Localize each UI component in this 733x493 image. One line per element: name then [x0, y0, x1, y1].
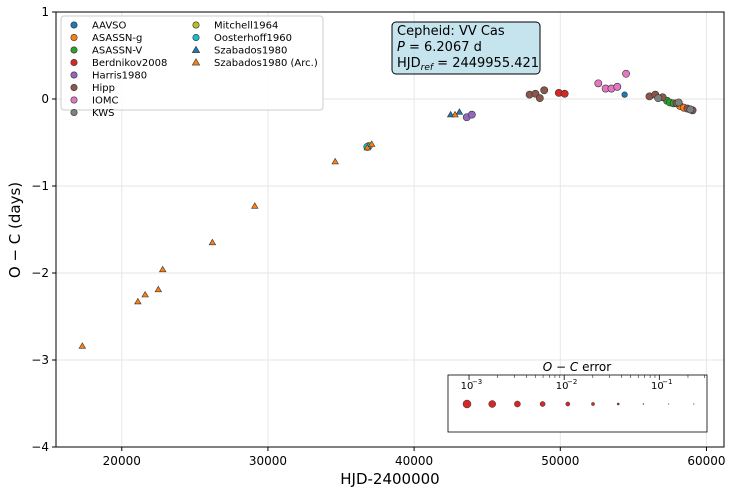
info-box-frame: [391, 21, 541, 75]
info-star-name: Cepheid: VV Cas: [397, 24, 505, 39]
point-szabados1980-arc: [251, 202, 259, 209]
y-axis-title: O − C (days): [6, 182, 24, 278]
error-legend-title: O − C error: [543, 360, 611, 374]
point-iomc: [594, 79, 603, 88]
info-ref-symbol: HJD: [397, 56, 421, 71]
point-iomc: [613, 82, 622, 91]
info-period-symbol: P: [397, 40, 405, 55]
legend-label-asassn-g: ASASSN-g: [92, 33, 142, 44]
info-ref-value: = 2449955.421: [433, 56, 539, 71]
y-tick-label: 1: [41, 5, 49, 19]
y-tick-label: 0: [41, 92, 49, 106]
error-axis-tick-exponent: −2: [567, 378, 577, 386]
info-period: P = 6.2067 d: [397, 40, 482, 55]
legend-marker-aavso: [70, 21, 78, 29]
error-sample-marker: [616, 402, 620, 406]
legend-label-mitchell1964: Mitchell1964: [214, 21, 278, 32]
legend-label-iomc: IOMC: [92, 96, 118, 107]
error-axis-tick-exponent: −1: [662, 378, 672, 386]
point-szabados1980-arc: [363, 143, 372, 151]
legend-label-szabados1980-arc: Szabados1980 (Arc.): [214, 58, 318, 69]
error-sample-marker: [642, 403, 645, 405]
error-sample-marker: [591, 402, 595, 406]
legend-label-aavso: AAVSO: [92, 21, 127, 32]
legend-marker-iomc: [70, 96, 78, 104]
point-szabados1980-arc: [134, 297, 142, 305]
legend-marker-kws: [70, 109, 78, 117]
legend-label-harris1980: Harris1980: [92, 71, 147, 82]
error-legend: O − C error 10−3 10−2 10−1: [447, 360, 708, 433]
point-hipp: [535, 94, 544, 103]
legend-label-asassn-v: ASASSN-V: [92, 46, 142, 57]
x-tick-label: 50000: [541, 454, 579, 468]
error-sample-marker: [539, 401, 546, 407]
x-axis-title: HJD-2400000: [340, 470, 439, 488]
error-axis-tick-label: 10: [556, 381, 569, 392]
x-tick-label: 30000: [249, 454, 287, 468]
legend-marker-oosterhoff1960: [192, 33, 200, 41]
point-szabados1980-arc: [158, 265, 167, 273]
point-szabados1980: [446, 110, 455, 118]
info-reference-epoch: HJDref = 2449955.421: [397, 56, 539, 73]
point-hipp: [540, 86, 549, 95]
point-kws: [674, 98, 683, 107]
legend-label-oosterhoff1960: Oosterhoff1960: [214, 33, 292, 44]
point-szabados1980-arc: [331, 157, 339, 165]
plot-frame: [55, 11, 725, 448]
point-iomc: [622, 69, 630, 78]
y-tick-label: −4: [31, 440, 49, 454]
point-szabados1980-arc: [154, 285, 163, 293]
legend-label-szabados1980: Szabados1980: [214, 46, 287, 57]
legend-marker-asassn-g: [70, 33, 78, 41]
error-legend-title-symbol: O − C: [543, 360, 579, 374]
error-sample-marker: [565, 401, 571, 407]
point-szabados1980-arc: [141, 290, 149, 298]
point-harris1980: [467, 110, 476, 119]
point-kws: [686, 105, 695, 114]
point-szabados1980-arc: [451, 110, 459, 118]
info-ref-subscript: ref: [421, 63, 435, 73]
error-axis-tick-label: 10: [461, 381, 474, 392]
legend-frame: [60, 15, 324, 111]
point-szabados1980-arc: [78, 342, 87, 349]
legend-label-kws: KWS: [92, 108, 114, 119]
info-period-value: = 6.2067 d: [405, 40, 482, 55]
point-berdnikov2008: [560, 89, 569, 98]
legend-marker-szabados1980: [191, 45, 201, 53]
x-tick-label: 20000: [103, 454, 141, 468]
point-szabados1980: [455, 108, 464, 115]
error-axis-tick-label: 10: [651, 381, 664, 392]
error-sample-marker: [693, 403, 695, 405]
legend-label-hipp: Hipp: [92, 83, 115, 94]
legend-marker-hipp: [70, 84, 78, 92]
legend-marker-mitchell1964: [192, 21, 200, 29]
y-tick-label: −1: [31, 179, 49, 193]
x-tick-label: 40000: [395, 454, 433, 468]
data-points: [78, 69, 697, 349]
legend-marker-szabados1980-arc: [191, 58, 201, 66]
legend-label-berdnikov2008: Berdnikov2008: [92, 58, 167, 69]
info-box: Cepheid: VV Cas P = 6.2067 d HJDref = 24…: [391, 21, 541, 75]
y-tick-label: −2: [31, 266, 49, 280]
point-kws: [654, 94, 663, 103]
error-axis-tick-exponent: −3: [472, 378, 482, 386]
error-legend-title-word: error: [578, 360, 611, 374]
legend-marker-berdnikov2008: [70, 58, 78, 66]
error-sample-marker: [462, 399, 472, 409]
legend-marker-harris1980: [70, 71, 78, 79]
x-tick-label: 60000: [687, 454, 725, 468]
y-tick-label: −3: [31, 353, 49, 367]
point-szabados1980-arc: [367, 140, 376, 147]
error-sample-marker: [514, 400, 521, 408]
error-sample-marker: [667, 403, 670, 405]
point-szabados1980-arc: [208, 238, 217, 246]
error-sample-marker: [488, 400, 496, 408]
legend-marker-asassn-v: [70, 46, 78, 54]
point-aavso: [621, 91, 628, 98]
